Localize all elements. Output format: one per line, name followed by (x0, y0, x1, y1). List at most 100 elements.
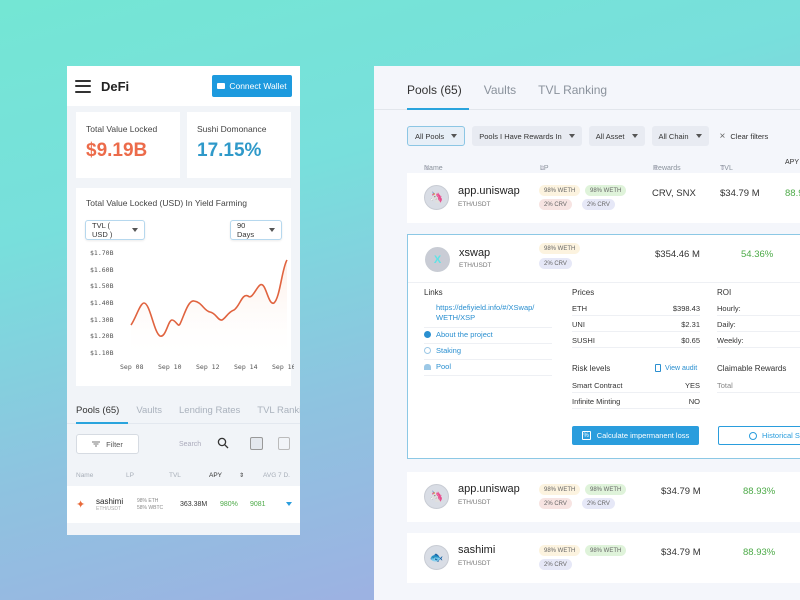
table-row[interactable]: ✦ sashimi ETH/USDT 98% ETH 58% WBTC 363.… (67, 486, 300, 523)
divider (424, 327, 552, 328)
col-name[interactable]: Name (76, 471, 94, 479)
lp-pill: 98% WETH (539, 484, 581, 495)
table-row[interactable]: 🦄 app.uniswap ETH/USDT 98% WETH 98% WETH… (407, 173, 800, 223)
lp-pill: 98% WETH (585, 185, 627, 196)
lp-line: 98% ETH (137, 497, 159, 504)
col-apy[interactable]: APY (209, 471, 223, 479)
calc-button-label: Calculate impermanent loss (596, 431, 690, 440)
lp-pill: 98% WETH (539, 185, 581, 196)
divider (408, 282, 800, 283)
clear-filters-label: Clear filters (730, 131, 769, 141)
pool-link[interactable]: Pool (424, 362, 451, 371)
chevron-down-icon (132, 228, 138, 232)
x-tick: Sep 10 (158, 363, 182, 371)
col-label: TVL (720, 165, 733, 172)
lp-pill: 2% CRV (539, 199, 572, 210)
search-icon[interactable] (217, 437, 229, 449)
chevron-down-icon (695, 134, 702, 138)
search-input[interactable]: Search (179, 440, 202, 448)
tab-pools[interactable]: Pools (65) (407, 82, 462, 97)
pool-apy: 88.93% (743, 486, 776, 497)
risk-row: Smart Contract YES (572, 378, 700, 393)
sort-icon[interactable]: ⇕ (239, 472, 245, 479)
xswap-icon: X (425, 247, 450, 272)
pool-name: xswap (459, 247, 491, 259)
filter-rewards[interactable]: Pools I Have Rewards In (472, 126, 582, 146)
project-url-link[interactable]: https://defiyield.info/#/XSwap/ WETH/XSP (436, 303, 534, 323)
lp-pill: 2% CRV (539, 498, 572, 509)
x-tick: Sep 12 (196, 363, 220, 371)
filter-chain[interactable]: All Chain (651, 126, 709, 146)
col-label: Name (424, 165, 443, 172)
url-line: https://defiyield.info/#/XSwap/ (436, 303, 535, 312)
mobile-tabs: Pools (65) Vaults Lending Rates TVL Rank… (67, 398, 300, 424)
price-row: SUSHI $0.65 (572, 333, 700, 348)
list-view-icon[interactable] (250, 437, 263, 450)
lp-pill: 98% WETH (539, 545, 581, 556)
table-row[interactable]: 🐟 sashimi ETH/USDT 98% WETH 98% WETH 2% … (407, 533, 800, 583)
url-line: WETH/XSP (436, 313, 476, 322)
lp-pill: 2% CRV (539, 559, 572, 570)
about-label: About the project (436, 330, 493, 339)
roi-label: Daily: (717, 319, 736, 329)
y-tick: $1.70B (90, 249, 114, 257)
price-asset: ETH (572, 303, 587, 313)
view-audit-label: View audit (665, 364, 698, 372)
risk-label: Infinite Minting (572, 396, 621, 406)
tab-lending-rates[interactable]: Lending Rates (179, 405, 241, 416)
stats-row: Total Value Locked $9.19B Sushi Domonanc… (67, 106, 300, 184)
lp-pill: 2% CRV (539, 258, 572, 269)
filter-asset[interactable]: All Asset (588, 126, 645, 146)
y-tick: $1.30B (90, 316, 114, 324)
col-avg-7d[interactable]: AVG 7 D. (263, 471, 290, 479)
range-select[interactable]: 90 Days (230, 220, 282, 240)
pool-tvl: $34.79 M (720, 188, 760, 199)
filter-all-pools[interactable]: All Pools (407, 126, 466, 146)
uniswap-icon: 🦄 (424, 185, 449, 210)
staking-link[interactable]: Staking (424, 346, 461, 355)
pool-tvl: $34.79 M (661, 547, 701, 558)
lp-line: 58% WBTC (137, 504, 164, 511)
clear-filters-button[interactable]: × Clear filters (720, 131, 769, 142)
range-select-value: 90 Days (237, 221, 255, 239)
tab-vaults[interactable]: Vaults (136, 405, 163, 416)
sort-icon: ⇕ (720, 166, 726, 172)
info-icon (424, 331, 431, 338)
menu-icon[interactable] (75, 79, 91, 93)
price-asset: UNI (572, 319, 585, 329)
col-apy[interactable]: APY (785, 159, 800, 166)
stat-sushi-dominance: Sushi Domonance 17.15% (187, 112, 291, 178)
mobile-toolbar: Filter Search (67, 424, 300, 464)
about-project-link[interactable]: About the project (424, 330, 493, 339)
col-lp[interactable]: LP (126, 471, 134, 479)
sashimi-icon: ✦ (76, 499, 86, 511)
y-tick: $1.60B (90, 266, 114, 274)
col-tvl[interactable]: TVL (169, 471, 181, 479)
roi-title: ROI (717, 288, 732, 297)
filter-label: All Chain (658, 131, 689, 141)
claimable-title: Claimable Rewards (717, 364, 787, 373)
tab-pools[interactable]: Pools (65) (76, 405, 120, 416)
metric-select[interactable]: TVL ( USD ) (85, 220, 145, 240)
expand-icon[interactable] (286, 502, 292, 506)
connect-wallet-label: Connect Wallet (229, 81, 287, 91)
view-audit-link[interactable]: View audit (655, 364, 697, 372)
tab-tvl-ranking[interactable]: TVL Ranking (538, 82, 608, 97)
historical-stats-button[interactable]: Historical S (718, 426, 800, 445)
claimable-total-label: Total (717, 380, 733, 390)
calculate-impermanent-loss-button[interactable]: % Calculate impermanent loss (572, 426, 699, 445)
connect-wallet-button[interactable]: Connect Wallet (212, 75, 292, 97)
pool-name: app.uniswap (458, 185, 520, 197)
price-value: $2.31 (681, 319, 700, 329)
roi-row: Weekly: (717, 333, 800, 348)
y-tick: $1.10B (90, 349, 114, 357)
tab-vaults[interactable]: Vaults (483, 82, 517, 97)
tvl-chart-card: Total Value Locked (USD) In Yield Farmin… (76, 188, 294, 386)
grid-view-icon[interactable] (278, 437, 290, 450)
filter-button[interactable]: Filter (76, 434, 139, 454)
table-row-expanded[interactable]: X xswap ETH/USDT 98% WETH 2% CRV $354.46… (407, 234, 800, 459)
tab-tvl-ranking[interactable]: TVL Ranki (257, 405, 300, 416)
history-icon (749, 431, 757, 440)
filter-label: All Asset (595, 131, 625, 141)
table-row[interactable]: 🦄 app.uniswap ETH/USDT 98% WETH 98% WETH… (407, 472, 800, 522)
